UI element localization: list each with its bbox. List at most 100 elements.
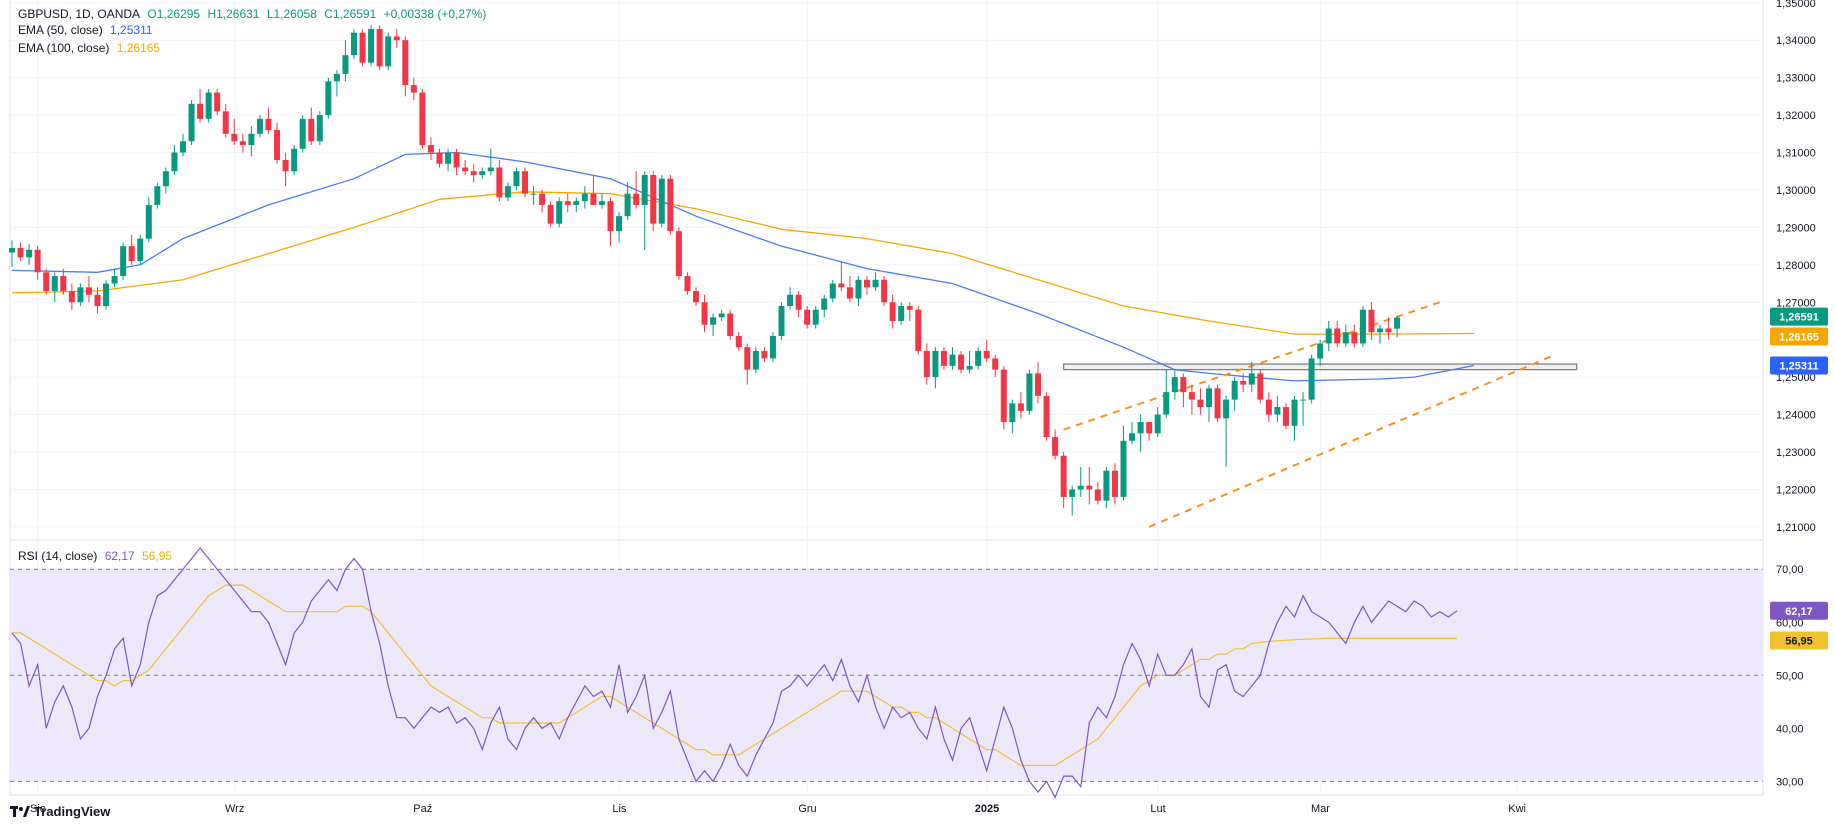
candle — [342, 40, 349, 82]
candle-body — [85, 287, 92, 295]
candle-body — [616, 216, 623, 232]
candle-body — [1368, 309, 1375, 333]
candle-body — [1154, 414, 1161, 434]
candle-body — [445, 152, 452, 164]
candle — [1017, 392, 1024, 419]
rsi-ma-badge-bg — [1770, 631, 1828, 650]
candle-body — [470, 171, 477, 175]
price-tick-label: 1,27000 — [1776, 297, 1816, 309]
candle — [1154, 407, 1161, 438]
candle — [1265, 392, 1272, 423]
price-tick-label: 1,28000 — [1776, 260, 1816, 272]
candle-body — [641, 174, 648, 205]
candle-body — [1359, 309, 1366, 344]
ema50-line — [11, 151, 1475, 382]
candle — [128, 234, 135, 265]
candle-body — [966, 365, 973, 370]
candle-body — [162, 171, 169, 187]
candle-body — [778, 306, 785, 336]
candle-body — [1265, 399, 1272, 415]
candle-body — [906, 306, 913, 310]
candle — [1043, 392, 1050, 441]
candle — [1240, 373, 1247, 393]
candle-body — [983, 350, 990, 359]
ema100-legend[interactable]: EMA (100, close) 1,26165 — [18, 40, 164, 56]
candle-body — [1009, 403, 1016, 423]
candle-body — [145, 204, 152, 239]
candle — [154, 182, 161, 209]
candle — [590, 174, 597, 205]
candle — [145, 197, 152, 243]
candle-body — [1035, 373, 1041, 396]
candle-body — [675, 231, 682, 277]
candle-body — [154, 186, 161, 205]
candle-body — [274, 130, 281, 160]
candle — [906, 302, 913, 321]
candle — [111, 268, 118, 288]
rsi-line — [11, 547, 1458, 799]
candle-body — [419, 92, 426, 146]
candle-body — [239, 141, 246, 146]
candle — [385, 32, 392, 71]
candle-body — [1094, 489, 1101, 501]
high-value: H1,26631 — [207, 7, 260, 21]
candle — [667, 174, 674, 235]
candle-body — [453, 152, 460, 168]
candle — [1060, 452, 1067, 509]
candle-body — [222, 111, 229, 134]
price-tick-label: 1,32000 — [1776, 110, 1816, 122]
price-tick-label: 1,24000 — [1776, 410, 1816, 422]
candle — [1197, 388, 1204, 415]
candle-body — [291, 148, 298, 172]
candle-body — [359, 32, 366, 63]
candle — [684, 272, 691, 295]
candle-body — [120, 246, 127, 277]
candle — [51, 272, 58, 303]
candle-body — [1146, 422, 1153, 434]
candle — [633, 171, 640, 209]
candle-body — [915, 309, 922, 351]
candle — [162, 167, 169, 194]
rsi-legend[interactable]: RSI (14, close) 62,17 56,95 — [18, 548, 176, 564]
candle — [804, 306, 811, 329]
price-tick-label: 1,34000 — [1776, 35, 1816, 47]
candle-body — [77, 287, 84, 303]
ema100-line — [11, 191, 1475, 335]
candle-body — [1111, 470, 1118, 497]
symbol-legend[interactable]: GBPUSD, 1D, OANDA O1,26295 H1,26631 L1,2… — [18, 6, 490, 22]
candle-body — [111, 276, 118, 284]
candle-body — [1206, 388, 1212, 408]
candle — [573, 197, 580, 213]
candle-body — [1240, 380, 1247, 385]
candle-body — [333, 73, 340, 82]
candle — [1351, 324, 1358, 348]
candle-body — [718, 313, 725, 318]
candle — [872, 272, 879, 292]
candle-body — [60, 276, 67, 292]
candle — [769, 332, 776, 363]
price-badges: 1,26591 1,26165 1,25311 62,17 56,95 — [1770, 307, 1828, 650]
candle — [556, 197, 563, 228]
candle — [1163, 369, 1170, 419]
candle — [547, 201, 554, 228]
candle — [975, 347, 982, 370]
ema50-legend[interactable]: EMA (50, close) 1,25311 — [18, 22, 157, 38]
candle — [308, 107, 315, 146]
last-price-badge-bg — [1770, 307, 1828, 326]
candle — [821, 294, 828, 318]
candle-body — [684, 276, 691, 292]
candle — [1129, 422, 1136, 445]
candle-body — [693, 291, 699, 303]
candle-body — [1077, 485, 1084, 490]
candle — [1103, 466, 1110, 509]
candle — [539, 189, 546, 213]
candle — [1223, 395, 1230, 467]
tradingview-logo[interactable]: TradingView — [10, 804, 110, 819]
candle — [256, 115, 263, 138]
candle — [316, 111, 323, 146]
candle-body — [1377, 328, 1383, 333]
candle — [1077, 466, 1084, 497]
candle — [1171, 369, 1178, 400]
candle — [17, 242, 24, 262]
